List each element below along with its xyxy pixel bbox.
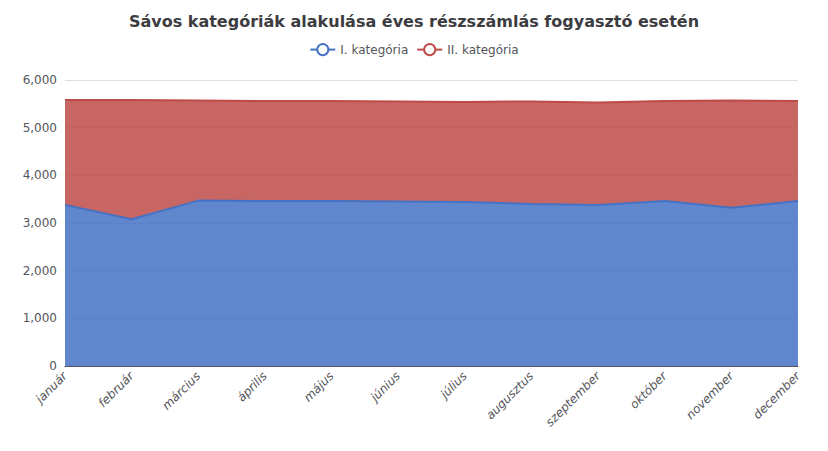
svg-text:április: április: [234, 369, 269, 404]
svg-text:október: október: [627, 368, 670, 411]
svg-text:5,000: 5,000: [23, 121, 57, 135]
svg-text:6,000: 6,000: [23, 73, 57, 87]
svg-text:4,000: 4,000: [23, 168, 57, 182]
svg-text:január: január: [32, 368, 71, 407]
svg-text:május: május: [301, 369, 336, 404]
svg-text:1,000: 1,000: [23, 311, 57, 325]
svg-text:december: december: [750, 368, 803, 421]
svg-text:Sávos kategóriák alakulása éve: Sávos kategóriák alakulása éves részszám…: [129, 12, 699, 31]
svg-text:3,000: 3,000: [23, 216, 57, 230]
svg-text:július: július: [436, 369, 470, 403]
svg-text:I. kategória: I. kategória: [340, 43, 408, 57]
svg-text:0: 0: [49, 359, 57, 373]
svg-text:június: június: [367, 369, 404, 406]
svg-text:február: február: [96, 368, 138, 410]
svg-text:november: november: [683, 368, 737, 422]
svg-text:március: március: [160, 369, 204, 413]
svg-text:augusztus: augusztus: [483, 369, 536, 422]
svg-text:2,000: 2,000: [23, 264, 57, 278]
svg-text:szeptember: szeptember: [543, 368, 604, 429]
svg-text:II. kategória: II. kategória: [447, 43, 518, 57]
